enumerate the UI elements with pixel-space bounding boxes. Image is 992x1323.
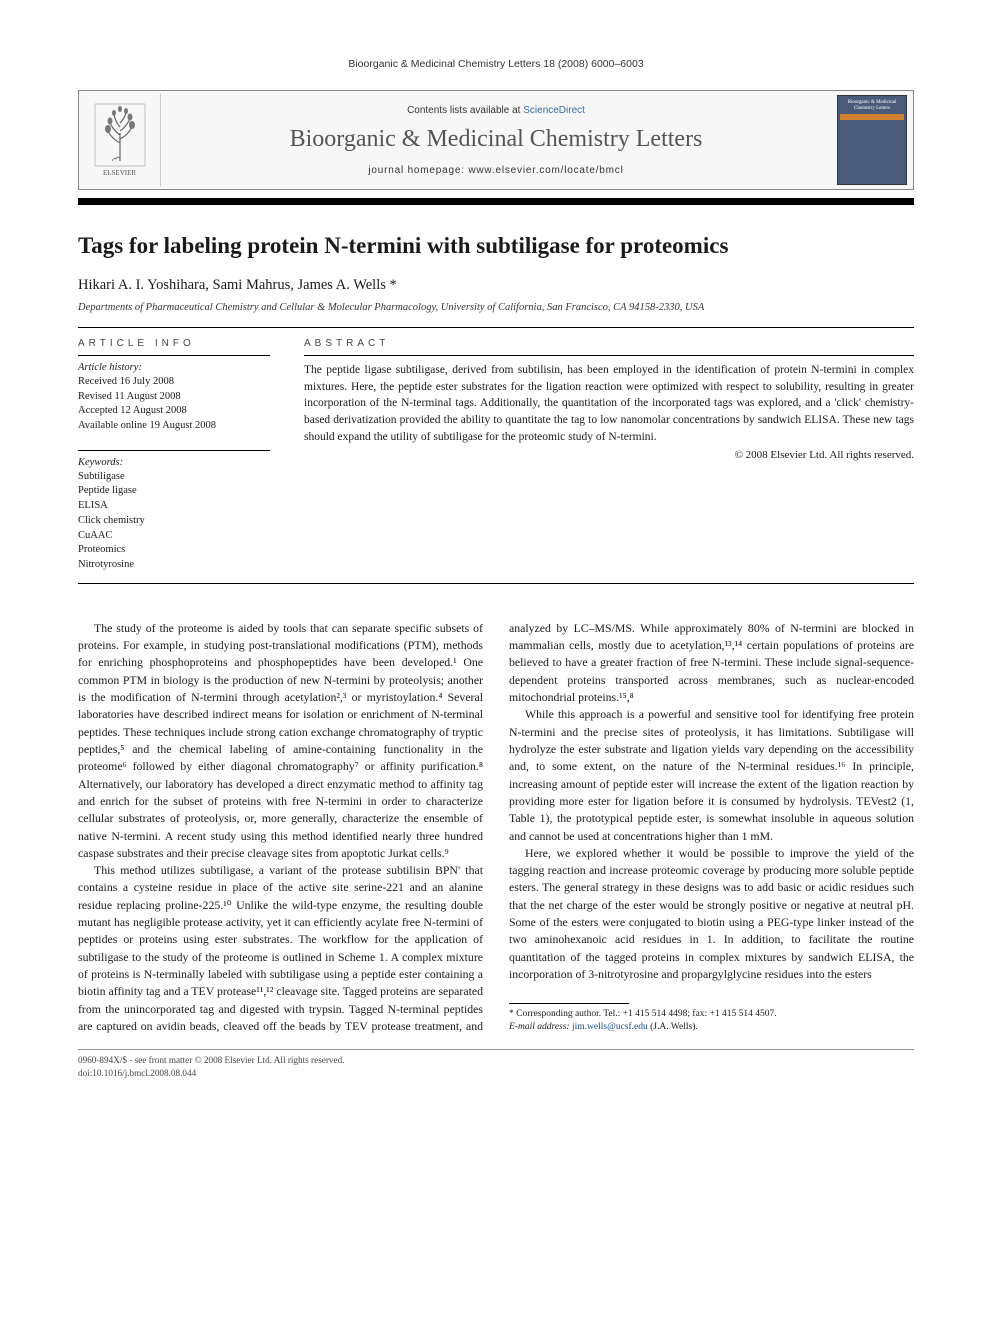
keyword: ELISA (78, 499, 270, 514)
author-email-link[interactable]: jim.wells@ucsf.edu (572, 1022, 648, 1032)
history-accepted: Accepted 12 August 2008 (78, 404, 270, 419)
journal-header-box: ELSEVIER Contents lists available at Sci… (78, 90, 914, 190)
front-matter-line: 0960-894X/$ - see front matter © 2008 El… (78, 1054, 914, 1066)
contents-list-line: Contents lists available at ScienceDirec… (165, 105, 827, 116)
sciencedirect-link[interactable]: ScienceDirect (523, 105, 585, 116)
abstract-column: ABSTRACT The peptide ligase subtiligase,… (304, 338, 914, 573)
journal-name: Bioorganic & Medicinal Chemistry Letters (165, 126, 827, 153)
history-online: Available online 19 August 2008 (78, 419, 270, 434)
keywords-label: Keywords: (78, 457, 270, 468)
keyword: Click chemistry (78, 514, 270, 529)
journal-homepage[interactable]: journal homepage: www.elsevier.com/locat… (165, 165, 827, 176)
affiliation: Departments of Pharmaceutical Chemistry … (78, 302, 914, 313)
running-header: Bioorganic & Medicinal Chemistry Letters… (78, 58, 914, 70)
abstract-copyright: © 2008 Elsevier Ltd. All rights reserved… (304, 449, 914, 461)
page-footer: 0960-894X/$ - see front matter © 2008 El… (78, 1049, 914, 1079)
history-received: Received 16 July 2008 (78, 375, 270, 390)
abstract-heading: ABSTRACT (304, 338, 914, 349)
publisher-logo: ELSEVIER (79, 94, 161, 186)
corresponding-author-footnote: * Corresponding author. Tel.: +1 415 514… (509, 1008, 914, 1034)
article-title: Tags for labeling protein N-termini with… (78, 233, 914, 259)
divider-bar (78, 198, 914, 205)
article-body: The study of the proteome is aided by to… (78, 620, 914, 1036)
elsevier-tree-icon (94, 103, 146, 167)
keyword: Peptide ligase (78, 484, 270, 499)
article-history-label: Article history: (78, 362, 270, 373)
abstract-text: The peptide ligase subtiligase, derived … (304, 362, 914, 445)
body-paragraph: The study of the proteome is aided by to… (78, 620, 483, 863)
journal-cover-thumbnail: Bioorganic & Medicinal Chemistry Letters (837, 95, 907, 185)
keyword: Proteomics (78, 543, 270, 558)
keyword: Subtiligase (78, 470, 270, 485)
publisher-name: ELSEVIER (103, 169, 136, 177)
article-info-column: ARTICLE INFO Article history: Received 1… (78, 338, 270, 573)
body-paragraph: While this approach is a powerful and se… (509, 706, 914, 845)
keyword: Nitrotyrosine (78, 558, 270, 573)
keyword: CuAAC (78, 529, 270, 544)
history-revised: Revised 11 August 2008 (78, 390, 270, 405)
authors-line: Hikari A. I. Yoshihara, Sami Mahrus, Jam… (78, 277, 914, 294)
doi-line: doi:10.1016/j.bmcl.2008.08.044 (78, 1067, 914, 1079)
article-info-heading: ARTICLE INFO (78, 338, 270, 349)
body-paragraph: Here, we explored whether it would be po… (509, 845, 914, 984)
